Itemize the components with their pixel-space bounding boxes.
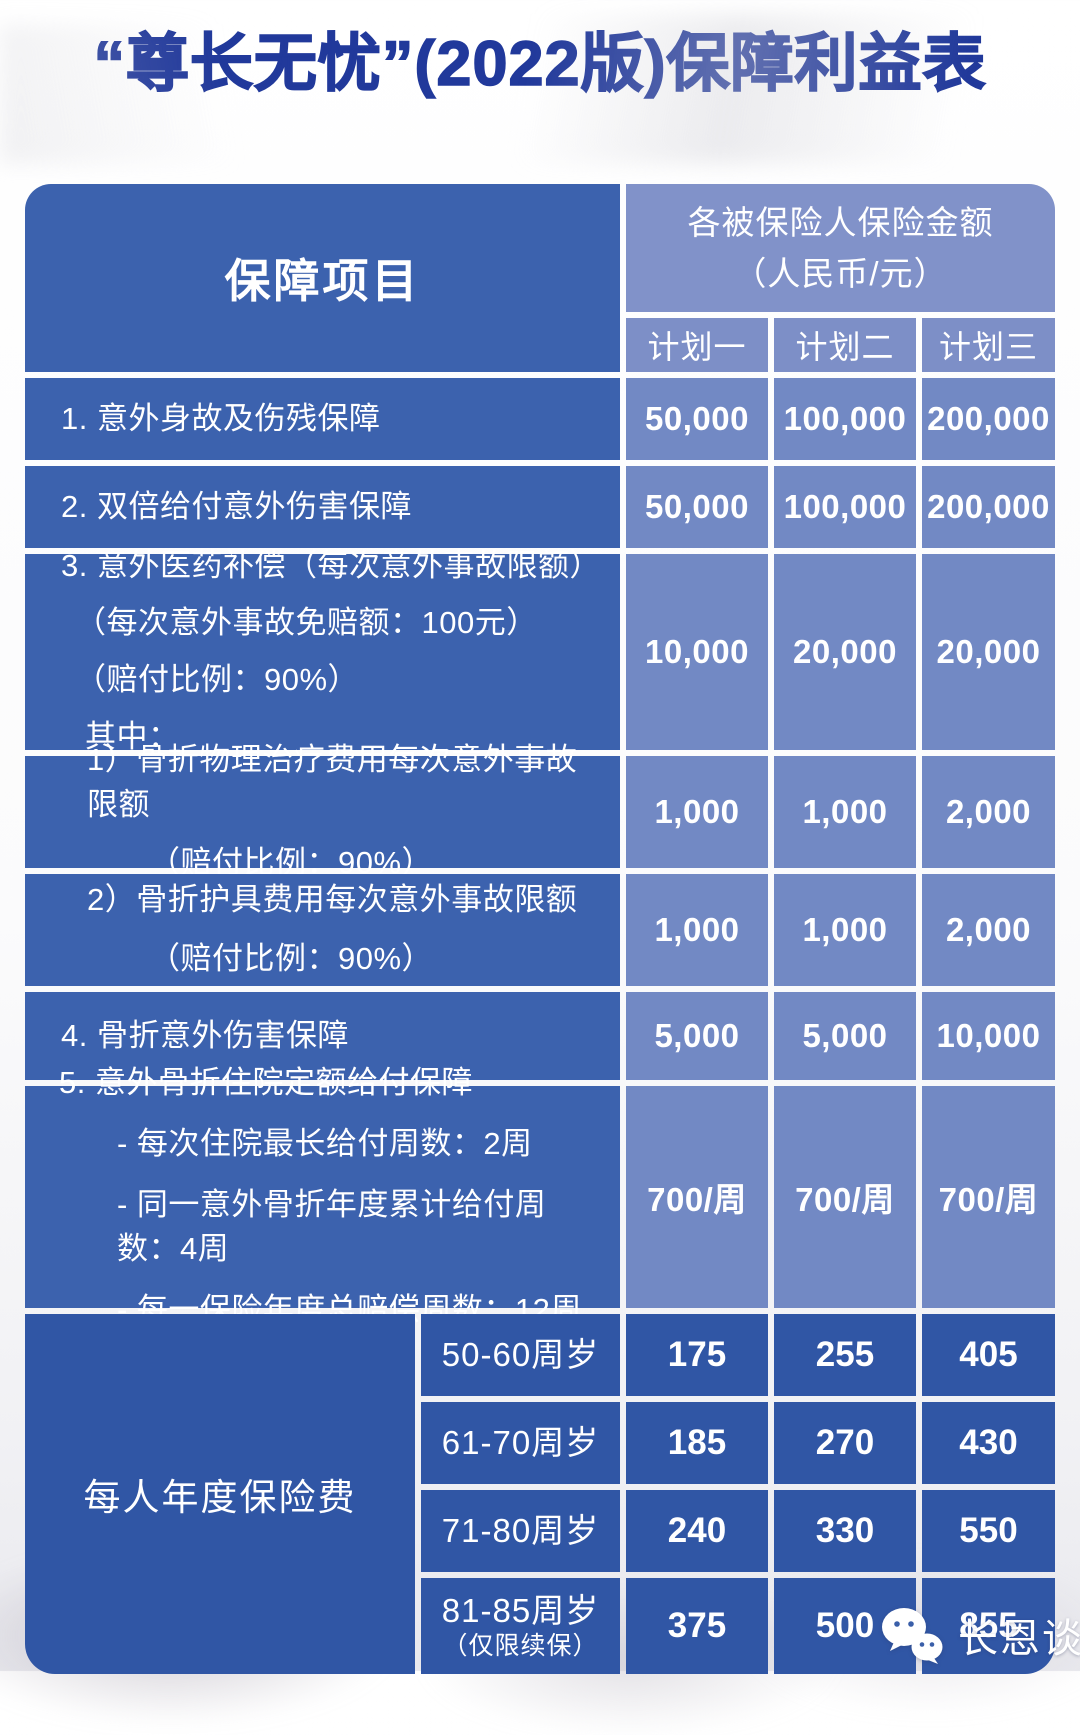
benefit-value-cell: 100,000 [774,466,916,548]
premium-value-cell: 375 [626,1578,768,1674]
benefit-label-line: 其中： [85,718,180,754]
benefit-label-line: - 每次住院最长给付周数：2周 [117,1125,533,1161]
benefit-row-label: 5. 意外骨折住院定额给付保障 - 每次住院最长给付周数：2周 - 同一意外骨折… [25,1065,620,1327]
age-band: 81-85周岁 [441,1592,600,1630]
benefit-label-line: （赔付比例：90%） [75,662,360,697]
benefit-row-label: 4. 骨折意外伤害保障 [25,992,620,1080]
benefit-row-label: 2. 双倍给付意外伤害保障 [25,466,620,548]
benefit-value-cell: 700/周 [922,1086,1055,1308]
plan-column-header-2: 计划二 [774,318,916,372]
benefit-value-cell: 10,000 [626,554,768,750]
benefit-value-cell: 1,000 [774,874,916,986]
benefit-value-cell: 20,000 [774,554,916,750]
benefit-value-cell: 2,000 [922,756,1055,868]
premium-value-cell: 185 [626,1402,768,1484]
benefit-value-cell: 1,000 [774,756,916,868]
age-band-note: （仅限续保） [442,1631,599,1660]
benefit-value-cell: 10,000 [922,992,1055,1080]
benefit-value-cell: 20,000 [922,554,1055,750]
amount-title-line1: 各被保险人保险金额 [687,203,994,241]
benefit-value-cell: 1,000 [626,756,768,868]
page-title: “尊长无忧”(2022版)保障利益表 [93,28,987,99]
watermark: 长恩谈保 [880,1606,1080,1664]
age-band-cell: 50-60周岁 [421,1314,620,1396]
benefit-value-cell: 50,000 [626,466,768,548]
premium-value-cell: 550 [922,1490,1055,1572]
benefit-label-line: 2. 双倍给付意外伤害保障 [61,488,412,524]
benefit-value-cell: 2,000 [922,874,1055,986]
premium-value-cell: 240 [626,1490,768,1572]
premium-value-cell: 330 [774,1490,916,1572]
benefit-value-cell: 200,000 [922,466,1055,548]
premium-value-cell: 270 [774,1402,916,1484]
table-header-amount: 各被保险人保险金额 （人民币/元） [626,184,1055,312]
age-band-cell: 71-80周岁 [421,1490,620,1572]
benefit-row-label: 2）骨折护具费用每次意外事故限额 （赔付比例：90%） [25,874,620,986]
table-header-items: 保障项目 [25,184,620,372]
benefit-label-line: （每次意外事故免赔额：100元） [75,605,538,641]
premium-value-cell: 255 [774,1314,916,1396]
age-band-cell: 81-85周岁 （仅限续保） [421,1578,620,1674]
plan-column-header-1: 计划一 [626,318,768,372]
benefit-value-cell: 200,000 [922,378,1055,460]
benefit-label-line: 1. 意外身故及伤残保障 [61,400,381,436]
benefit-value-cell: 700/周 [774,1086,916,1308]
benefit-value-cell: 50,000 [626,378,768,460]
premium-value-cell: 175 [626,1314,768,1396]
premium-section-label: 每人年度保险费 [25,1314,415,1674]
benefit-value-cell: 700/周 [626,1086,768,1308]
premium-value-cell: 405 [922,1314,1055,1396]
premium-value-cell: 855 [922,1578,1055,1674]
age-band: 61-70周岁 [441,1424,600,1462]
age-band-cell: 61-70周岁 [421,1402,620,1484]
benefit-label-line: - 同一意外骨折年度累计给付周数：4周 [117,1186,547,1267]
amount-title-line2: （人民币/元） [733,255,948,292]
benefit-label-line: 4. 骨折意外伤害保障 [61,1017,349,1053]
plan-column-header-3: 计划三 [922,318,1055,372]
benefit-table: 保障项目 各被保险人保险金额 （人民币/元） 计划一 计划二 计划三 1. 意外… [25,184,1055,1674]
age-band: 50-60周岁 [441,1336,600,1374]
watermark-text: 长恩谈保 [958,1617,1080,1661]
benefit-row-label: 3. 意外医药补偿（每次意外事故限额） （每次意外事故免赔额：100元） （赔付… [25,548,620,754]
benefit-label-line: 2）骨折护具费用每次意外事故限额 [87,882,578,918]
benefit-value-cell: 5,000 [774,992,916,1080]
benefit-label-line: 1）骨折物理治疗费用每次意外事故限额 [87,741,578,822]
benefit-label-line: 5. 意外骨折住院定额给付保障 [59,1064,473,1100]
benefit-label-line: 3. 意外医药补偿（每次意外事故限额） [61,548,601,584]
benefit-row-label: 1）骨折物理治疗费用每次意外事故限额 （赔付比例：90%） [25,742,620,880]
benefit-value-cell: 100,000 [774,378,916,460]
wechat-icon [880,1606,946,1664]
premium-value-cell: 430 [922,1402,1055,1484]
benefit-label-line: （赔付比例：90%） [149,941,434,976]
age-band: 71-80周岁 [441,1512,600,1550]
benefit-value-cell: 1,000 [626,874,768,986]
benefit-value-cell: 5,000 [626,992,768,1080]
benefit-row-label: 1. 意外身故及伤残保障 [25,378,620,460]
